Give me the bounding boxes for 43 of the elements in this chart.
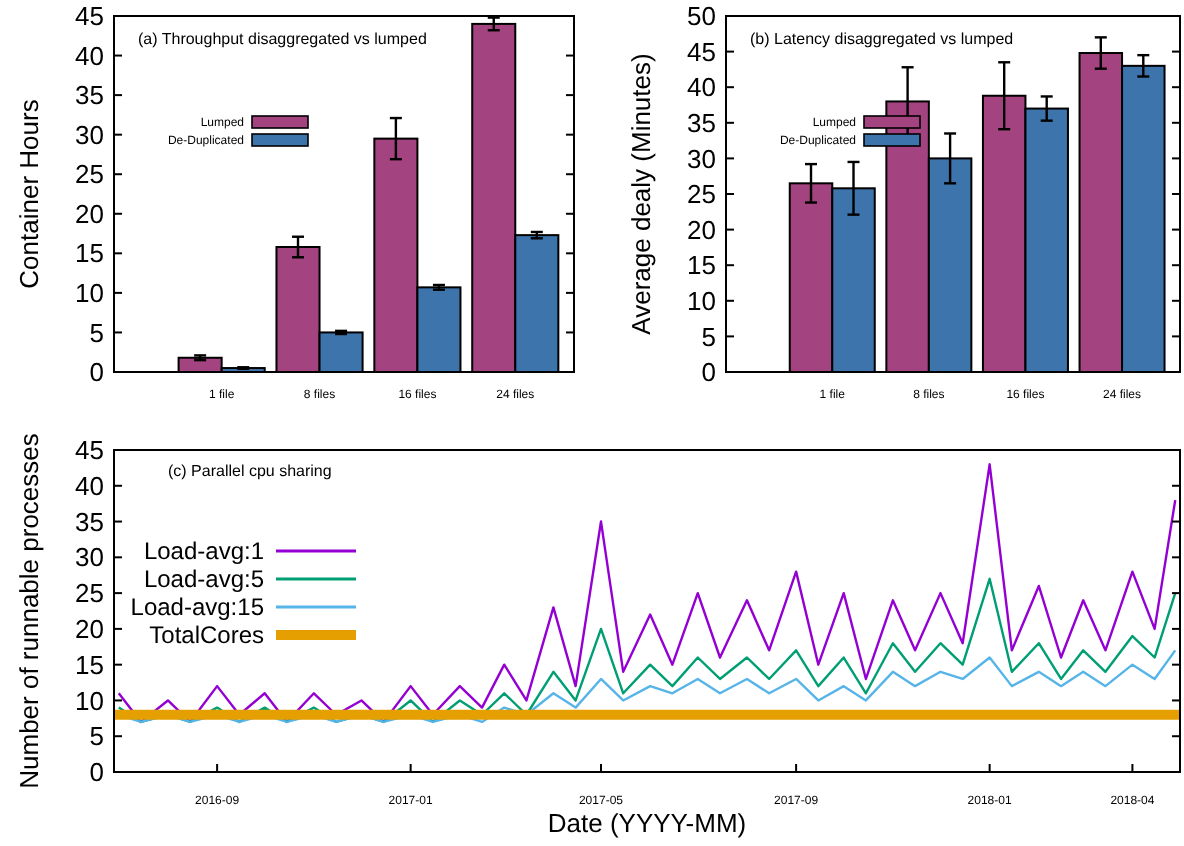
- y-tick-label: 15: [75, 238, 104, 269]
- y-tick-label: 40: [75, 40, 104, 71]
- y-tick-label: 25: [75, 159, 104, 190]
- y-tick-label: 35: [75, 506, 104, 537]
- y-tick-label: 35: [687, 107, 716, 138]
- y-tick-label: 35: [75, 80, 104, 111]
- y-tick-label: 25: [687, 179, 716, 210]
- y-tick-label: 10: [75, 685, 104, 716]
- y-tick-label: 45: [687, 36, 716, 67]
- y-tick-label: 30: [75, 542, 104, 573]
- legend-label: Load-avg:5: [143, 565, 265, 594]
- y-tick-label: 40: [75, 470, 104, 501]
- legend-label: Load-avg:1: [143, 537, 265, 566]
- y-tick-label: 0: [701, 357, 716, 388]
- y-tick-label: 50: [687, 1, 716, 32]
- text: (b) Latency disaggregated vs lumped: [750, 30, 1014, 48]
- y-axis-title: Container Hours: [14, 98, 44, 289]
- y-tick-label: 40: [687, 72, 716, 103]
- legend-label: Load-avg:15: [130, 593, 265, 622]
- y-tick-label: 0: [89, 757, 104, 788]
- y-tick-label: 0: [89, 357, 104, 388]
- y-tick-label: 20: [687, 214, 716, 245]
- y-tick-label: 45: [75, 1, 104, 32]
- y-tick-label: 20: [75, 613, 104, 644]
- line-series: [117, 463, 1177, 724]
- y-tick-label: 45: [75, 435, 104, 466]
- y-axis-title: Number of runnable processes: [14, 432, 44, 789]
- y-tick-label: 25: [75, 578, 104, 609]
- y-tick-label: 30: [687, 143, 716, 174]
- y-tick-label: 5: [89, 721, 104, 752]
- text: (a) Throughput disaggregated vs lumped: [138, 30, 427, 48]
- legend-label: TotalCores: [149, 621, 264, 650]
- y-tick-label: 5: [701, 321, 716, 352]
- y-tick-label: 15: [687, 250, 716, 281]
- y-tick-label: 10: [687, 285, 716, 316]
- y-tick-label: 20: [75, 198, 104, 229]
- y-tick-label: 10: [75, 277, 104, 308]
- y-tick-label: 15: [75, 649, 104, 680]
- y-tick-label: 30: [75, 119, 104, 150]
- x-axis-title: Date (YYYY-MM): [547, 808, 747, 838]
- text: (c) Parallel cpu sharing: [168, 462, 332, 480]
- y-axis-title: Average dealy (Minutes): [626, 53, 656, 335]
- y-tick-label: 5: [89, 317, 104, 348]
